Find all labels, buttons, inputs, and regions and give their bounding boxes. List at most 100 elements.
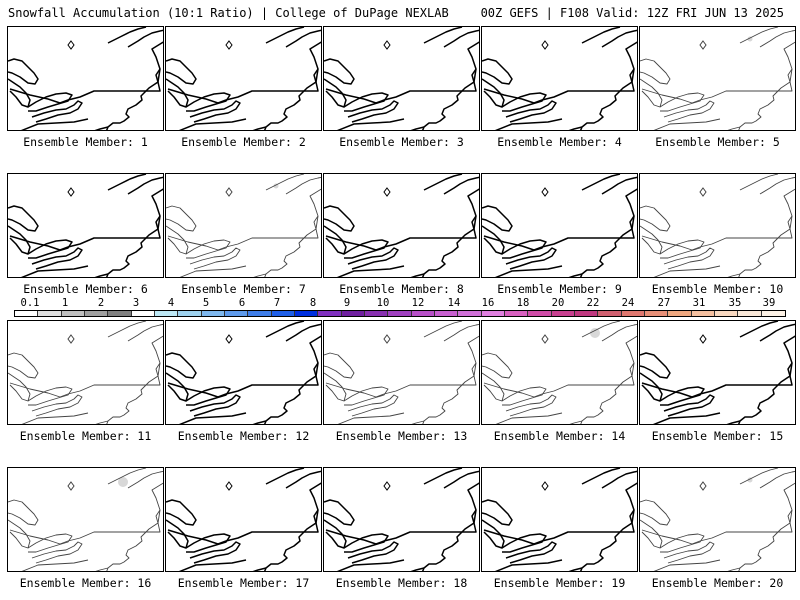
coastline-boundary	[482, 372, 505, 402]
colorbar-swatch	[294, 311, 319, 316]
coastline-boundary	[324, 58, 355, 85]
colorbar-swatch	[248, 311, 272, 316]
coastline-boundary	[421, 68, 477, 130]
coastline-boundary	[505, 247, 557, 270]
northeast-us-map	[8, 174, 163, 277]
northeast-us-map	[640, 27, 795, 130]
ensemble-map-panel	[7, 467, 164, 572]
colorbar-tick-label: 2	[97, 297, 105, 309]
coastline-boundary	[569, 420, 583, 424]
colorbar-swatch	[131, 311, 155, 316]
coastline-boundary	[640, 225, 663, 255]
coastline-boundary	[8, 519, 31, 549]
coastline-boundary	[325, 335, 479, 398]
coastline-boundary	[336, 118, 405, 130]
island-outline	[699, 187, 707, 197]
coastline-boundary	[568, 273, 583, 277]
coastline-boundary	[659, 386, 705, 406]
colorbar-swatch	[38, 311, 62, 316]
island-outline	[225, 40, 233, 50]
coastline-boundary	[95, 567, 109, 571]
coastline-boundary	[726, 420, 741, 424]
island-outline	[541, 481, 549, 491]
coastline-boundary	[501, 533, 547, 553]
colorbar-tick-label: 0.1	[20, 297, 40, 309]
colorbar-swatch	[178, 311, 202, 316]
northeast-us-map	[8, 468, 163, 571]
coastline-boundary	[581, 174, 621, 191]
coastline-boundary	[579, 68, 635, 130]
ensemble-member-label: Ensemble Member: 1	[23, 135, 148, 149]
ensemble-member-label: Ensemble Member: 20	[651, 576, 784, 590]
colorbar-tick-label: 5	[202, 297, 210, 309]
coastline-boundary	[27, 386, 73, 406]
coastline-boundary	[167, 188, 321, 251]
coastline-boundary	[482, 205, 513, 232]
coastline-boundary	[759, 470, 795, 489]
ensemble-map-panel	[7, 26, 164, 131]
coastline-boundary	[483, 188, 637, 251]
colorbar-swatch	[761, 311, 785, 316]
coastline-boundary	[325, 482, 479, 545]
coastline-boundary	[337, 412, 405, 424]
coastline-boundary	[265, 468, 305, 485]
coastline-boundary	[347, 100, 399, 123]
coastline-boundary	[483, 41, 637, 104]
coastline-boundary	[166, 225, 189, 255]
coastline-boundary	[601, 29, 637, 48]
coastline-boundary	[9, 188, 163, 251]
coastline-boundary	[189, 541, 241, 564]
coastline-boundary	[640, 205, 671, 232]
island-outline	[383, 481, 391, 491]
coastline-boundary	[421, 215, 477, 277]
colorbar-tick-label: 9	[343, 297, 351, 309]
northeast-us-map	[8, 27, 163, 130]
ensemble-member-label: Ensemble Member: 17	[177, 576, 310, 590]
ensemble-member-label: Ensemble Member: 5	[655, 135, 780, 149]
coastline-boundary	[324, 352, 355, 379]
ensemble-map-panel	[165, 26, 322, 131]
island-outline	[67, 40, 75, 50]
coastline-boundary	[505, 394, 557, 417]
coastline-boundary	[166, 352, 197, 379]
ensemble-member-label: Ensemble Member: 4	[497, 135, 622, 149]
colorbar-swatch	[84, 311, 109, 316]
coastline-boundary	[727, 126, 741, 130]
coastline-boundary	[759, 176, 795, 195]
coastline-boundary	[94, 273, 109, 277]
coastline-boundary	[166, 519, 189, 549]
coastline-boundary	[482, 225, 505, 255]
colorbar-tick-label: 20	[551, 297, 565, 309]
coastline-boundary	[727, 567, 741, 571]
colorbar-tick-label: 4	[167, 297, 175, 309]
coastline-boundary	[580, 362, 635, 424]
ensemble-member-label: Ensemble Member: 6	[23, 282, 148, 296]
coastline-boundary	[31, 541, 83, 564]
coastline-boundary	[179, 265, 247, 277]
coastline-boundary	[663, 541, 715, 564]
colorbar-swatch	[61, 311, 85, 316]
ensemble-member-label: Ensemble Member: 11	[19, 429, 152, 443]
coastline-boundary	[324, 78, 347, 108]
northeast-us-map	[640, 321, 795, 424]
island-outline	[541, 187, 549, 197]
coastline-boundary	[185, 239, 231, 259]
coastline-boundary	[8, 499, 39, 526]
island-outline	[541, 40, 549, 50]
coastline-boundary	[166, 372, 189, 402]
island-outline	[383, 40, 391, 50]
coastline-boundary	[421, 509, 477, 571]
ensemble-member-label: Ensemble Member: 13	[335, 429, 468, 443]
coastline-boundary	[265, 174, 305, 191]
colorbar-swatch	[364, 311, 389, 316]
coastline-boundary	[739, 321, 779, 338]
coastline-boundary	[189, 247, 241, 270]
coastline-boundary	[640, 499, 671, 526]
coastline-boundary	[653, 118, 721, 130]
coastline-boundary	[653, 559, 721, 571]
coastline-boundary	[324, 205, 355, 232]
island-outline	[225, 187, 233, 197]
coastline-boundary	[166, 58, 197, 85]
ensemble-member-label: Ensemble Member: 15	[651, 429, 784, 443]
coastline-boundary	[263, 68, 319, 130]
